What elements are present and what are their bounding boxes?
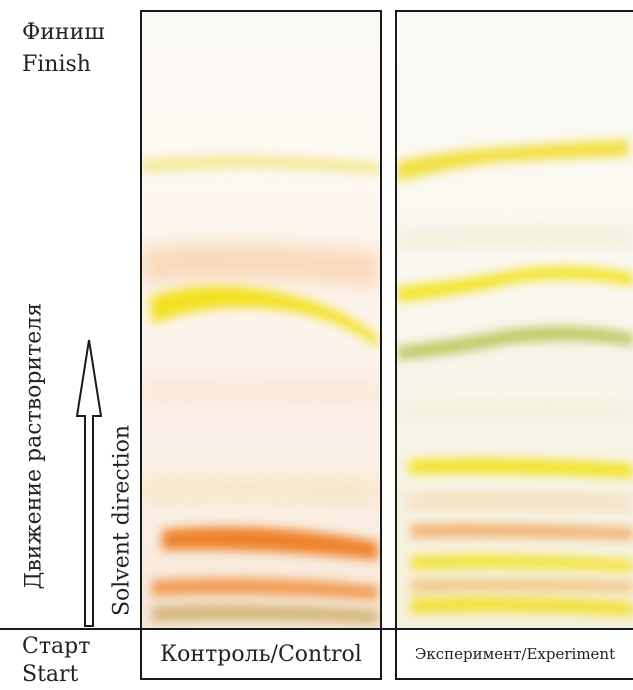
experiment-band-yellow-5 [411,596,633,616]
direction-label-ru: Движение растворителя [21,302,47,590]
experiment-band-orange-low [411,579,633,592]
control-band-top-yellow [142,156,380,174]
experiment-caption-text: Эксперимент/Experiment [414,645,616,663]
start-label-en: Start [22,662,79,687]
control-band-pale-yellow [142,480,380,500]
experiment-band-peach [407,495,633,508]
solvent-arrow-icon [75,339,103,627]
experiment-band-yellow-2 [397,266,633,302]
control-bands [142,156,380,624]
control-band-bottom [152,604,378,624]
experiment-band-yellow-3 [409,458,633,478]
experiment-band-pale-2 [397,404,633,418]
control-band-peach-upper [142,244,380,287]
control-plate [140,10,382,630]
experiment-band-top-yellow [397,140,629,182]
direction-label-en: Solvent direction [109,424,135,617]
control-band-faint-peach [142,379,380,404]
experiment-plate [395,10,633,630]
finish-label-ru: Финиш [22,20,105,45]
control-band-orange-main [162,526,378,560]
control-band-main-yellow [150,286,378,347]
control-caption: Контроль/Control [140,630,382,680]
finish-label-en: Finish [22,52,91,77]
experiment-bands [397,140,633,616]
experiment-band-yellow-4 [411,554,633,572]
control-caption-text: Контроль/Control [160,641,362,667]
start-label-ru: Старт [22,634,91,659]
experiment-caption: Эксперимент/Experiment [395,630,633,680]
experiment-band-orange [411,523,633,540]
experiment-band-olive [397,326,633,360]
control-band-orange-lower [152,578,378,600]
experiment-band-pale-1 [397,230,633,246]
